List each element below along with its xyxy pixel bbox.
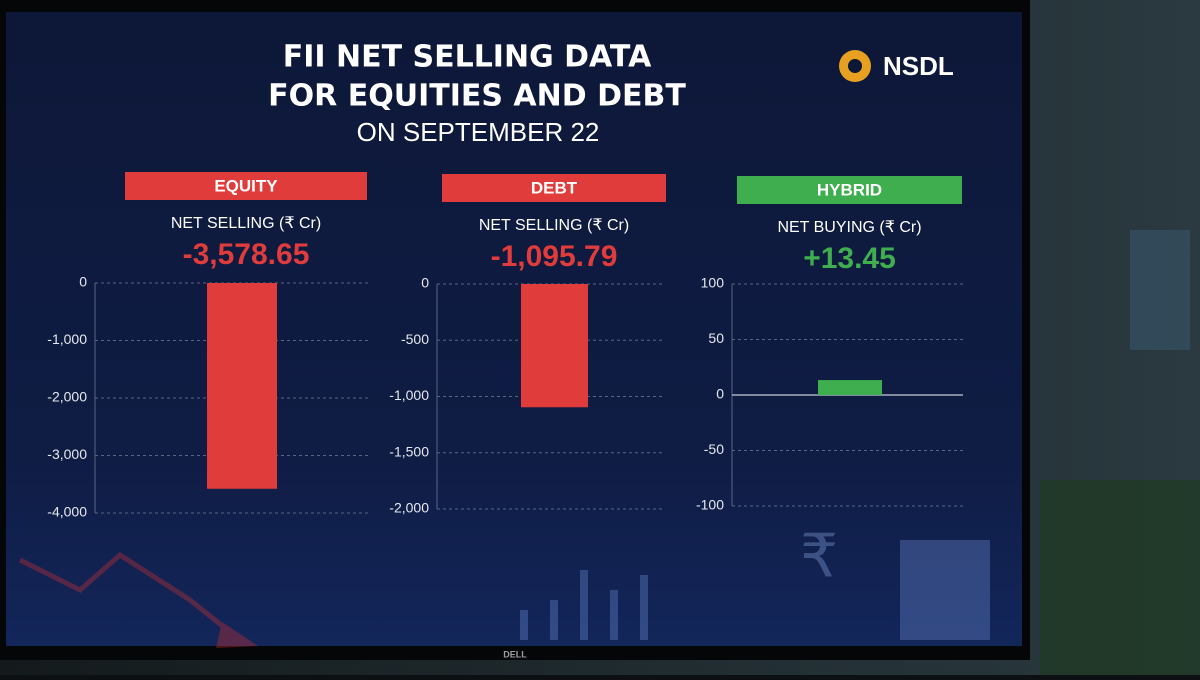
y-tick-label: -1,000 (389, 387, 429, 403)
panel-title: DEBT (531, 178, 578, 197)
y-tick-label: -1,500 (389, 443, 429, 459)
bezel-brand: DELL (503, 649, 527, 659)
y-tick-label: -50 (704, 441, 724, 457)
y-tick-label: -500 (401, 331, 429, 347)
value-label: -3,578.65 (183, 238, 310, 271)
window-blur (1130, 230, 1190, 350)
panel-title: EQUITY (214, 176, 278, 195)
screen (6, 12, 1022, 646)
logo-text: NSDL (883, 51, 954, 81)
y-tick-label: 0 (421, 275, 429, 291)
y-tick-label: -4,000 (47, 504, 87, 520)
y-tick-label: -1,000 (47, 331, 87, 347)
y-tick-label: 100 (701, 275, 725, 291)
panel-subtitle: NET SELLING (₹ Cr) (479, 217, 629, 234)
y-tick-label: 0 (716, 386, 724, 402)
logo-icon (848, 59, 862, 73)
panel-header (737, 176, 962, 204)
panel-header (125, 172, 367, 200)
y-tick-label: -2,000 (47, 389, 87, 405)
panel-header (442, 174, 666, 202)
y-tick-label: -2,000 (389, 500, 429, 516)
title-line: FII NET SELLING DATA (283, 40, 652, 75)
plant-blur (1040, 480, 1200, 675)
bar (521, 284, 588, 408)
subtitle: ON SEPTEMBER 22 (357, 117, 600, 147)
y-tick-label: -3,000 (47, 446, 87, 462)
panel-title: HYBRID (817, 180, 882, 199)
y-tick-label: -100 (696, 497, 724, 513)
bar (207, 283, 277, 489)
panel-subtitle: NET SELLING (₹ Cr) (171, 215, 321, 232)
bar (818, 380, 882, 395)
panel-subtitle: NET BUYING (₹ Cr) (777, 219, 921, 236)
value-label: +13.45 (803, 242, 896, 275)
title-line: FOR EQUITIES AND DEBT (268, 79, 686, 114)
value-label: -1,095.79 (491, 240, 618, 273)
y-tick-label: 0 (79, 274, 87, 290)
decoration: ₹ (18, 522, 990, 648)
svg-text:₹: ₹ (800, 522, 838, 592)
y-tick-label: 50 (708, 330, 724, 346)
